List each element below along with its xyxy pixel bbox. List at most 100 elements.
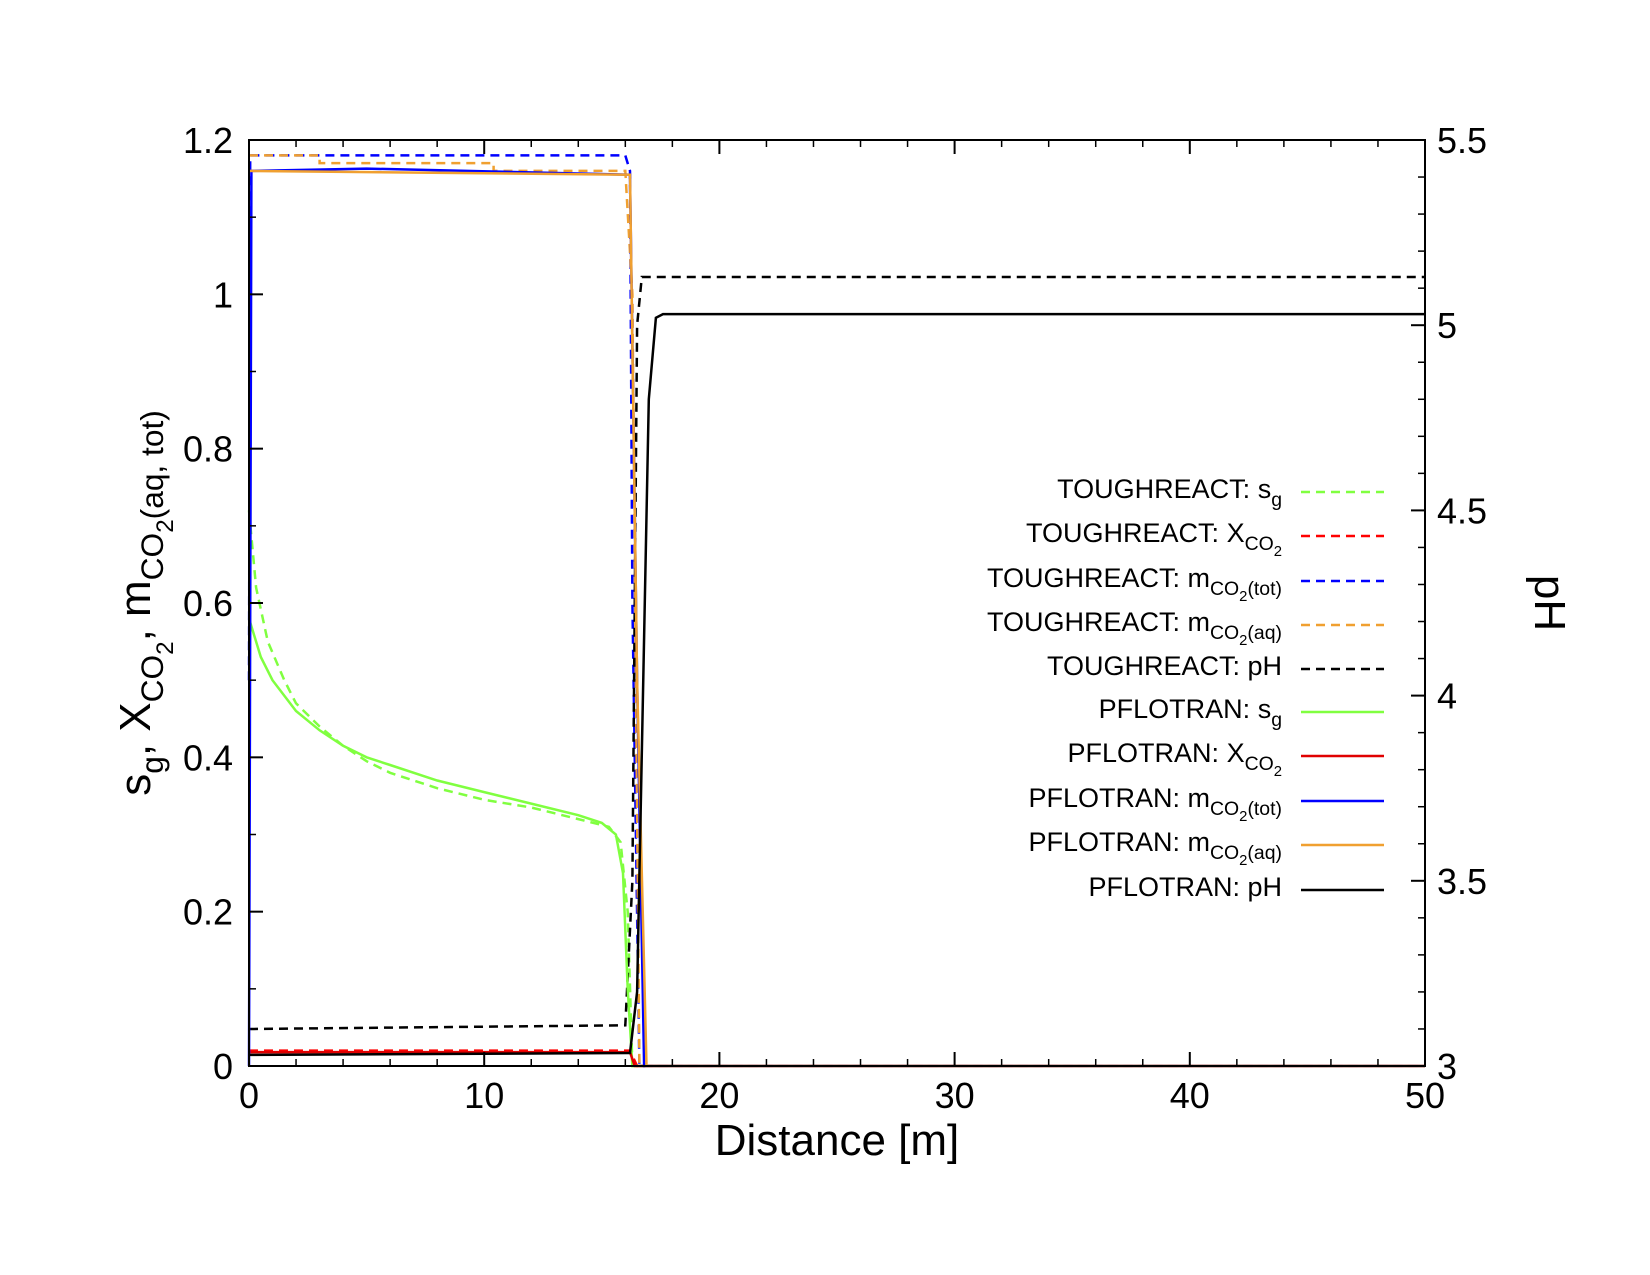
y2-tick-label: 3.5 — [1437, 861, 1487, 902]
y-axis-label: sg, XCO2, mCO2(aq, tot) — [111, 410, 179, 796]
legend-label: TOUGHREACT: pH — [1047, 651, 1282, 681]
series-line — [249, 154, 1425, 1068]
series-line — [247, 618, 1425, 1068]
label-part: PFLOTRAN: — [1099, 694, 1258, 724]
label-part: s — [111, 774, 160, 796]
label-part: CO — [1210, 622, 1239, 644]
series-line — [247, 510, 1425, 1068]
label-part: (tot) — [1247, 798, 1282, 820]
label-part: m — [1188, 827, 1211, 857]
y2-tick-label: 5 — [1437, 305, 1457, 346]
legend-label: PFLOTRAN: pH — [1088, 872, 1282, 902]
y-tick-label: 0.2 — [183, 892, 233, 933]
label-part: X — [1227, 738, 1245, 768]
series-line — [248, 312, 1425, 1057]
label-part: CO — [1245, 533, 1274, 555]
series-line — [247, 167, 1425, 1068]
x-tick-label: 40 — [1170, 1075, 1210, 1116]
x-tick-label: 20 — [699, 1075, 739, 1116]
legend-label: PFLOTRAN: XCO2 — [1068, 738, 1282, 780]
x-tick-label: 50 — [1405, 1075, 1445, 1116]
label-part: m — [1188, 563, 1211, 593]
label-part: (tot) — [1247, 578, 1282, 600]
label-part: pH — [1247, 872, 1282, 902]
label-part: s — [1258, 474, 1272, 504]
label-part: CO — [1210, 578, 1239, 600]
label-part: CO — [1245, 753, 1274, 775]
series-line — [248, 169, 1425, 1068]
label-part: CO — [134, 533, 170, 581]
label-part: 2 — [1239, 809, 1247, 825]
legend-label: TOUGHREACT: XCO2 — [1026, 518, 1282, 560]
y-tick-label: 0.4 — [183, 737, 233, 778]
legend-entry: TOUGHREACT: pH — [1047, 651, 1384, 681]
legend-label: TOUGHREACT: sg — [1057, 474, 1282, 511]
x-tick-label: 0 — [239, 1075, 259, 1116]
legend-entry: PFLOTRAN: mCO2(tot) — [1028, 783, 1384, 825]
x-tick-label: 30 — [935, 1075, 975, 1116]
label-part: (aq, tot) — [134, 410, 170, 519]
y-tick-label: 1.2 — [183, 120, 233, 161]
label-part: 2 — [1274, 544, 1282, 560]
label-part: m — [1188, 783, 1211, 813]
y-tick-label: 0.6 — [183, 583, 233, 624]
y2-tick-label: 4 — [1437, 676, 1457, 717]
series-layer — [247, 154, 1425, 1068]
y2-tick-label: 5.5 — [1437, 120, 1487, 161]
label-part: 2 — [152, 641, 179, 654]
plot-frame — [248, 139, 1426, 1067]
label-part: s — [1258, 694, 1272, 724]
label-part: CO — [1210, 798, 1239, 820]
y-tick-label: 0.8 — [183, 429, 233, 470]
label-part: CO — [1210, 842, 1239, 864]
label-part: TOUGHREACT: — [987, 563, 1188, 593]
label-part: PFLOTRAN: — [1028, 827, 1187, 857]
label-part: PFLOTRAN: — [1028, 783, 1187, 813]
label-part: X — [1227, 518, 1245, 548]
legend-label: PFLOTRAN: mCO2(tot) — [1028, 783, 1282, 825]
series-line — [247, 154, 1425, 1068]
label-part: pH — [1247, 651, 1282, 681]
label-part: , X — [111, 702, 160, 756]
label-part: g — [1271, 489, 1282, 511]
label-part: TOUGHREACT: — [987, 607, 1188, 637]
label-part: , m — [111, 580, 160, 641]
legend-label: TOUGHREACT: mCO2(aq) — [987, 607, 1282, 649]
legend-entry: PFLOTRAN: mCO2(aq) — [1028, 827, 1384, 869]
label-part: g — [1271, 709, 1282, 731]
label-part: PFLOTRAN: — [1068, 738, 1227, 768]
legend-label: PFLOTRAN: mCO2(aq) — [1028, 827, 1282, 869]
legend-entry: PFLOTRAN: sg — [1099, 694, 1384, 731]
y-tick-label: 0 — [213, 1046, 233, 1087]
legend-entry: TOUGHREACT: XCO2 — [1026, 518, 1384, 560]
y2-tick-label: 4.5 — [1437, 490, 1487, 531]
label-part: m — [1188, 607, 1211, 637]
y-tick-label: 1 — [213, 274, 233, 315]
label-part: TOUGHREACT: — [1057, 474, 1258, 504]
label-part: g — [134, 756, 170, 774]
legend-entry: TOUGHREACT: sg — [1057, 474, 1384, 511]
label-part: 2 — [152, 519, 179, 532]
label-part: TOUGHREACT: — [1047, 651, 1248, 681]
label-part: (aq) — [1247, 842, 1282, 864]
label-part: 2 — [1274, 764, 1282, 780]
label-part: TOUGHREACT: — [1026, 518, 1227, 548]
label-part: 2 — [1239, 589, 1247, 605]
y2-axis-label: pH — [1525, 575, 1574, 631]
label-part: PFLOTRAN: — [1088, 872, 1247, 902]
label-part: 2 — [1239, 853, 1247, 869]
legend-label: PFLOTRAN: sg — [1099, 694, 1282, 731]
label-part: 2 — [1239, 633, 1247, 649]
label-part: CO — [134, 655, 170, 703]
x-tick-label: 10 — [464, 1075, 504, 1116]
legend-entry: PFLOTRAN: pH — [1088, 872, 1384, 902]
y2-tick-label: 3 — [1437, 1046, 1457, 1087]
tick-layer: 0 10 20 30 40 50 0 0.2 0.4 0.6 0.8 1 1.2 3 3.5 4 4.5 5 5.5 — [183, 120, 1487, 1116]
legend-label: TOUGHREACT: mCO2(tot) — [987, 563, 1282, 605]
legend-entry: TOUGHREACT: mCO2(aq) — [987, 607, 1384, 649]
legend-entry: PFLOTRAN: XCO2 — [1068, 738, 1384, 780]
x-axis-label: Distance [m] — [715, 1116, 960, 1165]
label-part: (aq) — [1247, 622, 1282, 644]
